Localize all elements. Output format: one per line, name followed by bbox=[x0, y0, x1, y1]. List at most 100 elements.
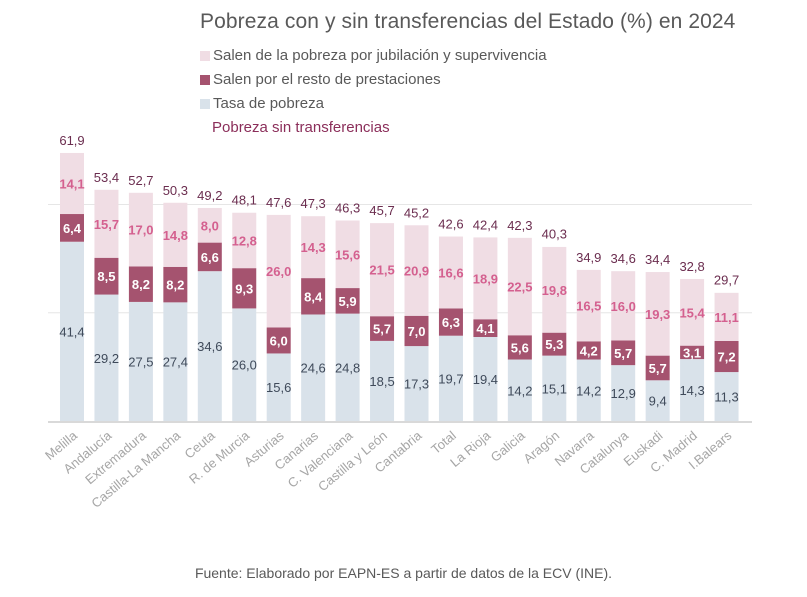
data-label-tasa: 14,3 bbox=[679, 383, 704, 398]
data-label-total: 40,3 bbox=[542, 227, 567, 242]
bar-tasa-pobreza bbox=[714, 372, 739, 421]
data-label-total: 45,2 bbox=[404, 205, 429, 220]
bar-tasa-pobreza bbox=[266, 353, 291, 421]
data-label-tasa: 24,6 bbox=[300, 361, 325, 376]
legend-swatch-jubilacion bbox=[200, 51, 210, 61]
bar-jubilacion bbox=[680, 278, 705, 346]
x-tick-label: Galicia bbox=[488, 427, 529, 465]
data-label-prestaciones: 5,7 bbox=[373, 322, 391, 337]
bar-resto-prestaciones bbox=[94, 257, 119, 295]
data-label-tasa: 17,3 bbox=[404, 377, 429, 392]
bar-tasa-pobreza bbox=[507, 359, 532, 421]
bar-resto-prestaciones bbox=[542, 332, 567, 356]
chart-title: Pobreza con y sin transferencias del Est… bbox=[200, 10, 736, 33]
data-label-total: 42,3 bbox=[507, 218, 532, 233]
data-label-total: 47,6 bbox=[266, 195, 291, 210]
data-label-total: 50,3 bbox=[163, 183, 188, 198]
bar-resto-prestaciones bbox=[163, 266, 188, 303]
data-label-jubilacion: 20,9 bbox=[404, 264, 429, 279]
legend-item-tasa: Tasa de pobreza bbox=[200, 95, 324, 112]
data-label-prestaciones: 8,2 bbox=[132, 277, 150, 292]
bar-jubilacion bbox=[335, 220, 360, 289]
bar-tasa-pobreza bbox=[128, 301, 153, 421]
bar-resto-prestaciones bbox=[197, 242, 222, 272]
data-label-jubilacion: 11,1 bbox=[714, 310, 739, 325]
bar-tasa-pobreza bbox=[611, 365, 636, 421]
data-label-total: 42,4 bbox=[473, 217, 498, 232]
data-label-total: 34,9 bbox=[576, 250, 601, 265]
data-label-tasa: 11,3 bbox=[714, 390, 738, 405]
data-label-tasa: 19,7 bbox=[438, 371, 463, 386]
bar-jubilacion bbox=[438, 236, 463, 309]
legend-label-tasa: Tasa de pobreza bbox=[213, 95, 324, 112]
data-label-total: 53,4 bbox=[94, 170, 119, 185]
data-label-prestaciones: 8,5 bbox=[97, 269, 115, 284]
bar-jubilacion bbox=[576, 269, 601, 342]
data-label-jubilacion: 15,7 bbox=[94, 217, 119, 232]
data-label-prestaciones: 6,3 bbox=[442, 315, 460, 330]
bar-resto-prestaciones bbox=[232, 268, 257, 309]
data-label-tasa: 18,5 bbox=[369, 374, 394, 389]
data-label-prestaciones: 9,3 bbox=[235, 281, 253, 296]
data-label-jubilacion: 15,6 bbox=[335, 247, 360, 262]
bar-resto-prestaciones bbox=[473, 319, 498, 337]
data-label-prestaciones: 4,1 bbox=[476, 321, 494, 336]
bar-tasa-pobreza bbox=[645, 380, 670, 421]
data-label-jubilacion: 17,0 bbox=[128, 223, 153, 238]
legend-item-total: Pobreza sin transferencias bbox=[212, 119, 390, 136]
bar-tasa-pobreza bbox=[60, 241, 84, 421]
data-label-total: 61,9 bbox=[59, 133, 84, 148]
legend-item-jubilacion: Salen de la pobreza por jubilación y sup… bbox=[200, 47, 547, 64]
bar-tasa-pobreza bbox=[301, 314, 326, 421]
bar-resto-prestaciones bbox=[438, 308, 463, 336]
bar-resto-prestaciones bbox=[507, 335, 532, 360]
bar-tasa-pobreza bbox=[473, 336, 498, 421]
bar-resto-prestaciones bbox=[370, 316, 395, 341]
data-label-tasa: 26,0 bbox=[232, 358, 257, 373]
data-label-prestaciones: 3,1 bbox=[683, 345, 701, 360]
data-label-tasa: 34,6 bbox=[197, 339, 222, 354]
data-label-jubilacion: 16,0 bbox=[611, 299, 636, 314]
bar-tasa-pobreza bbox=[94, 294, 119, 421]
data-label-jubilacion: 26,0 bbox=[266, 264, 291, 279]
data-label-tasa: 14,2 bbox=[507, 383, 532, 398]
data-label-jubilacion: 16,6 bbox=[438, 265, 463, 280]
bar-jubilacion bbox=[94, 189, 119, 258]
data-label-tasa: 41,4 bbox=[59, 324, 84, 339]
data-label-jubilacion: 16,5 bbox=[576, 299, 601, 314]
bar-tasa-pobreza bbox=[404, 346, 429, 421]
data-label-tasa: 29,2 bbox=[94, 351, 119, 366]
data-label-prestaciones: 8,4 bbox=[304, 289, 323, 304]
bar-jubilacion bbox=[266, 214, 291, 328]
bar-jubilacion bbox=[370, 223, 395, 317]
bar-tasa-pobreza bbox=[370, 340, 395, 421]
bar-resto-prestaciones bbox=[301, 278, 326, 315]
data-label-jubilacion: 14,1 bbox=[59, 176, 84, 191]
data-label-prestaciones: 5,7 bbox=[614, 346, 632, 361]
data-label-prestaciones: 5,6 bbox=[511, 340, 529, 355]
data-label-jubilacion: 12,8 bbox=[232, 233, 257, 248]
source-footer: Fuente: Elaborado por EAPN-ES a partir d… bbox=[194, 565, 613, 581]
bar-resto-prestaciones bbox=[714, 340, 739, 373]
bar-tasa-pobreza bbox=[438, 335, 463, 421]
data-label-prestaciones: 6,4 bbox=[63, 221, 82, 236]
bar-jubilacion bbox=[404, 225, 429, 316]
bar-jubilacion bbox=[645, 272, 670, 356]
data-label-prestaciones: 6,6 bbox=[201, 250, 219, 265]
data-label-total: 29,7 bbox=[714, 272, 739, 287]
data-label-tasa: 14,2 bbox=[576, 383, 601, 398]
bar-resto-prestaciones bbox=[680, 345, 705, 360]
data-label-prestaciones: 5,7 bbox=[649, 361, 667, 376]
bar-tasa-pobreza bbox=[576, 359, 601, 421]
legend-label-prestaciones: Salen por el resto de prestaciones bbox=[213, 71, 441, 88]
data-label-total: 34,4 bbox=[645, 252, 670, 267]
data-label-tasa: 9,4 bbox=[649, 394, 667, 409]
legend-label-jubilacion: Salen de la pobreza por jubilación y sup… bbox=[213, 47, 547, 64]
data-label-prestaciones: 4,2 bbox=[580, 343, 598, 358]
data-label-jubilacion: 19,8 bbox=[542, 283, 567, 298]
bar-jubilacion bbox=[163, 202, 188, 267]
bar-resto-prestaciones bbox=[266, 327, 291, 354]
data-label-jubilacion: 19,3 bbox=[645, 307, 670, 322]
data-label-jubilacion: 15,4 bbox=[679, 305, 705, 320]
data-label-jubilacion: 18,9 bbox=[473, 271, 498, 286]
